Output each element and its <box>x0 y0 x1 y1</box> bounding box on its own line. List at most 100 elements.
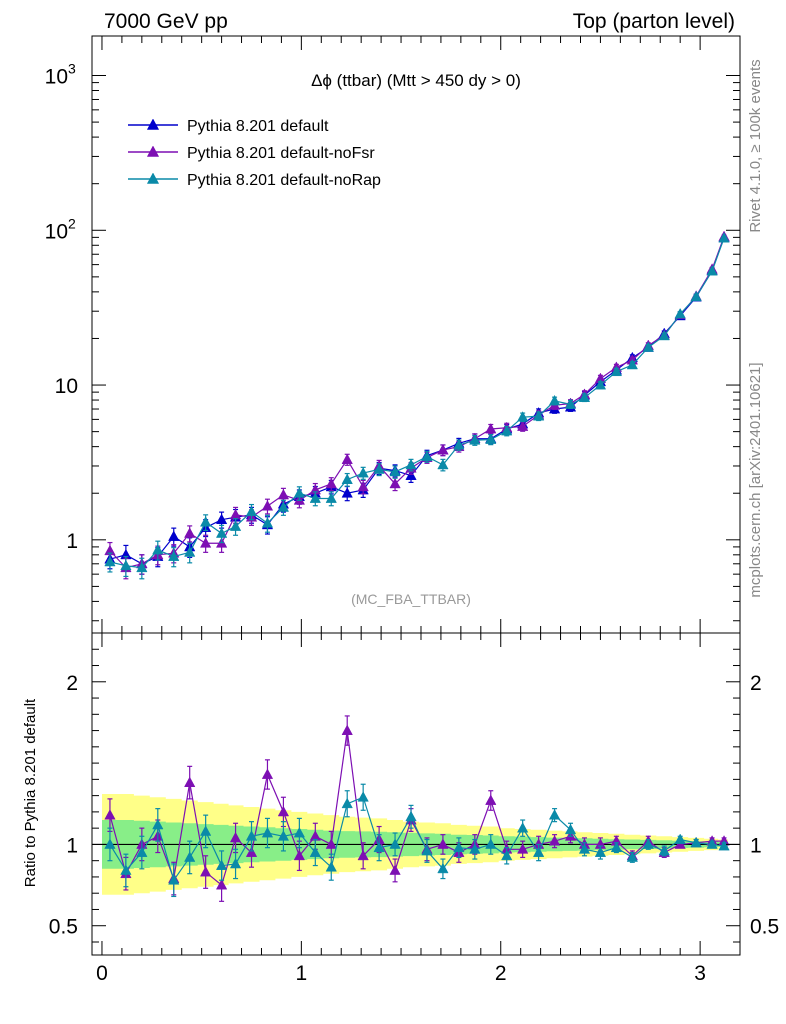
data-point <box>548 394 561 406</box>
ratio-data-point <box>706 838 718 849</box>
ratio-data-point <box>548 809 561 820</box>
ratio-data-point <box>293 827 306 838</box>
data-point <box>690 290 702 302</box>
header-left: 7000 GeV pp <box>104 10 228 33</box>
ratio-y-tick-label-right: 2 <box>750 672 762 695</box>
header-right: Top (parton level) <box>573 10 735 33</box>
data-point <box>626 358 638 370</box>
ratio-data-point <box>261 827 274 838</box>
data-point <box>658 329 670 341</box>
ratio-data-point <box>277 830 290 841</box>
ratio-data-point <box>548 835 561 846</box>
ratio-data-point <box>578 843 591 854</box>
ratio-data-point <box>215 879 228 890</box>
ratio-data-point <box>341 724 353 735</box>
data-point <box>594 379 607 390</box>
ratio-data-point <box>152 818 164 830</box>
data-point <box>517 420 529 431</box>
data-point <box>293 487 306 498</box>
ratio-data-point <box>485 794 497 805</box>
data-point <box>437 458 449 470</box>
ratio-data-point <box>136 846 148 857</box>
y-tick-label: 10 <box>45 220 68 243</box>
y-tick-label-exponent: 3 <box>68 61 76 77</box>
data-point <box>152 543 164 555</box>
ratio-data-point <box>325 861 337 872</box>
ratio-data-point <box>184 776 196 787</box>
data-point <box>718 232 730 243</box>
ratio-data-point <box>373 841 385 853</box>
ratio-data-point <box>517 822 529 833</box>
ratio-data-point <box>501 849 513 861</box>
ratio-data-point <box>357 791 369 802</box>
ratio-data-point <box>168 874 180 885</box>
data-point <box>245 505 258 517</box>
data-point <box>564 398 577 409</box>
data-point <box>532 410 545 421</box>
data-point <box>168 550 180 561</box>
series-noRap <box>104 232 730 580</box>
rivet-version-label: Rivet 4.1.0, ≥ 100k events <box>747 59 764 232</box>
data-point <box>168 530 180 541</box>
ratio-series-noRap <box>104 783 730 898</box>
legend-label: Pythia 8.201 default <box>187 118 329 135</box>
data-point <box>357 480 369 492</box>
data-point <box>485 422 497 434</box>
mcplots-label: mcplots.cern.ch [arXiv:2401.10621] <box>747 362 764 597</box>
ratio-data-point <box>690 836 702 848</box>
ratio-data-point <box>389 838 401 849</box>
data-point <box>642 341 654 352</box>
ratio-data-point <box>341 797 353 809</box>
ratio-frame <box>91 632 741 956</box>
data-point <box>437 444 449 455</box>
data-point <box>674 307 686 319</box>
chart-title: Δϕ (ttbar) (Mtt > 450 dy > 0) <box>311 71 521 90</box>
data-point <box>421 450 433 461</box>
ratio-data-point <box>389 864 401 875</box>
ratio-series <box>104 715 730 902</box>
ratio-data-point <box>564 823 577 835</box>
ratio-panel: 0 1 2 3 0.5 0.5 1 1 2 2 Ratio to Pythia 8.201 def… <box>22 632 779 985</box>
data-point <box>136 561 148 573</box>
ratio-data-point <box>453 841 465 853</box>
data-point <box>261 500 274 511</box>
legend-label: Pythia 8.201 default-noFsr <box>187 145 375 162</box>
series-default <box>104 231 730 575</box>
x-tick-label: 2 <box>495 962 507 985</box>
ratio-data-point <box>421 844 433 856</box>
ratio-data-point <box>104 838 116 849</box>
data-point <box>357 467 369 478</box>
data-point <box>405 458 417 470</box>
legend-item-noFsr: Pythia 8.201 default-noFsr <box>128 145 375 162</box>
data-point <box>277 488 290 500</box>
y-tick-label-exponent: 2 <box>68 215 76 231</box>
series-noFsr <box>104 230 730 580</box>
chart-watermark: (MC_FBA_TTBAR) <box>351 591 471 607</box>
ratio-data-point <box>469 843 481 854</box>
data-point <box>453 438 465 450</box>
main-series <box>104 230 730 580</box>
data-point <box>325 492 337 503</box>
ratio-data-point <box>325 838 337 849</box>
ratio-data-point <box>674 833 686 844</box>
ratio-data-point <box>357 849 369 861</box>
ratio-y-tick-label: 1 <box>66 834 78 857</box>
data-point <box>389 465 401 477</box>
data-point <box>215 527 228 538</box>
ratio-data-point <box>594 846 607 857</box>
data-point <box>610 365 623 377</box>
data-point <box>389 477 401 489</box>
ratio-data-point <box>261 768 274 779</box>
ratio-data-point <box>718 840 730 851</box>
data-point <box>325 477 337 489</box>
legend-marker <box>146 118 160 130</box>
ratio-data-point <box>229 857 242 869</box>
data-point <box>229 508 242 520</box>
ratio-data-point <box>309 846 321 857</box>
data-point <box>229 520 242 531</box>
data-point <box>184 527 196 538</box>
ratio-y-tick-label-right: 0.5 <box>750 916 779 939</box>
ratio-data-point <box>658 844 670 856</box>
series-line <box>109 236 725 569</box>
